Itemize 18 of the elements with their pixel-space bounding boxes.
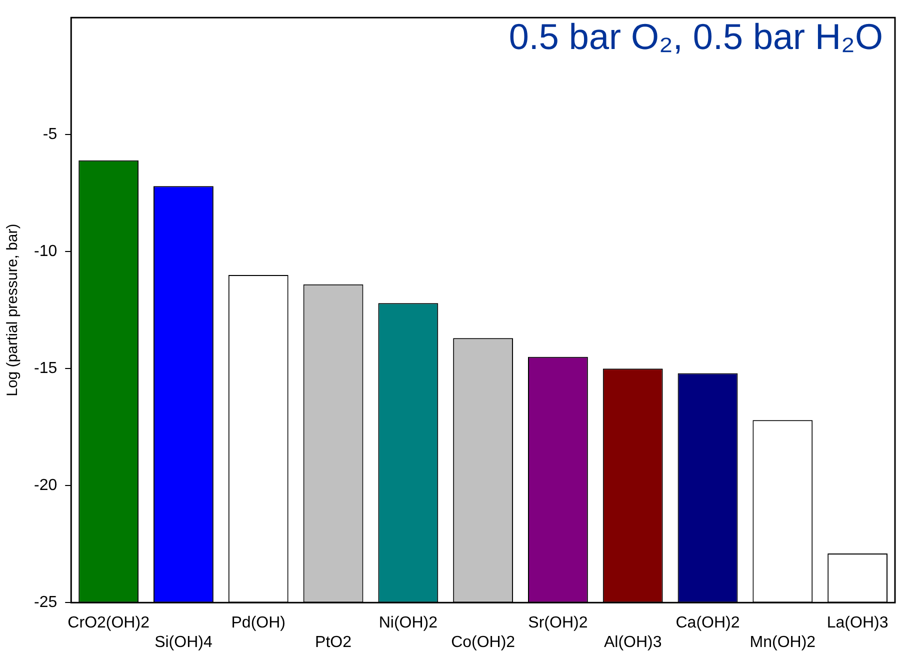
y-tick-label: -10 xyxy=(34,243,58,260)
x-tick-label: La(OH)3 xyxy=(826,614,888,632)
x-tick-label: Al(OH)3 xyxy=(604,634,662,651)
chart-title: 0.5 bar O₂, 0.5 bar H₂O xyxy=(508,16,883,58)
y-tick-label: -5 xyxy=(42,126,58,144)
x-tick-label: Si(OH)4 xyxy=(154,634,212,651)
x-tick-label: Mn(OH)2 xyxy=(750,634,816,651)
x-tick-label: Pd(OH) xyxy=(231,614,286,632)
y-tick-label: -15 xyxy=(34,360,58,378)
x-tick-label: CrO2(OH)2 xyxy=(68,614,150,632)
x-tick-label: Ni(OH)2 xyxy=(378,614,438,632)
x-tick-label: Sr(OH)2 xyxy=(528,614,588,632)
y-axis-title: Log (partial pressure, bar) xyxy=(4,224,22,396)
x-tick-label: PtO2 xyxy=(315,634,352,651)
x-tick-label: Ca(OH)2 xyxy=(676,614,740,632)
y-tick-label: -20 xyxy=(34,477,58,494)
x-tick-label: Co(OH)2 xyxy=(451,634,516,651)
y-tick-label: -25 xyxy=(34,594,58,612)
